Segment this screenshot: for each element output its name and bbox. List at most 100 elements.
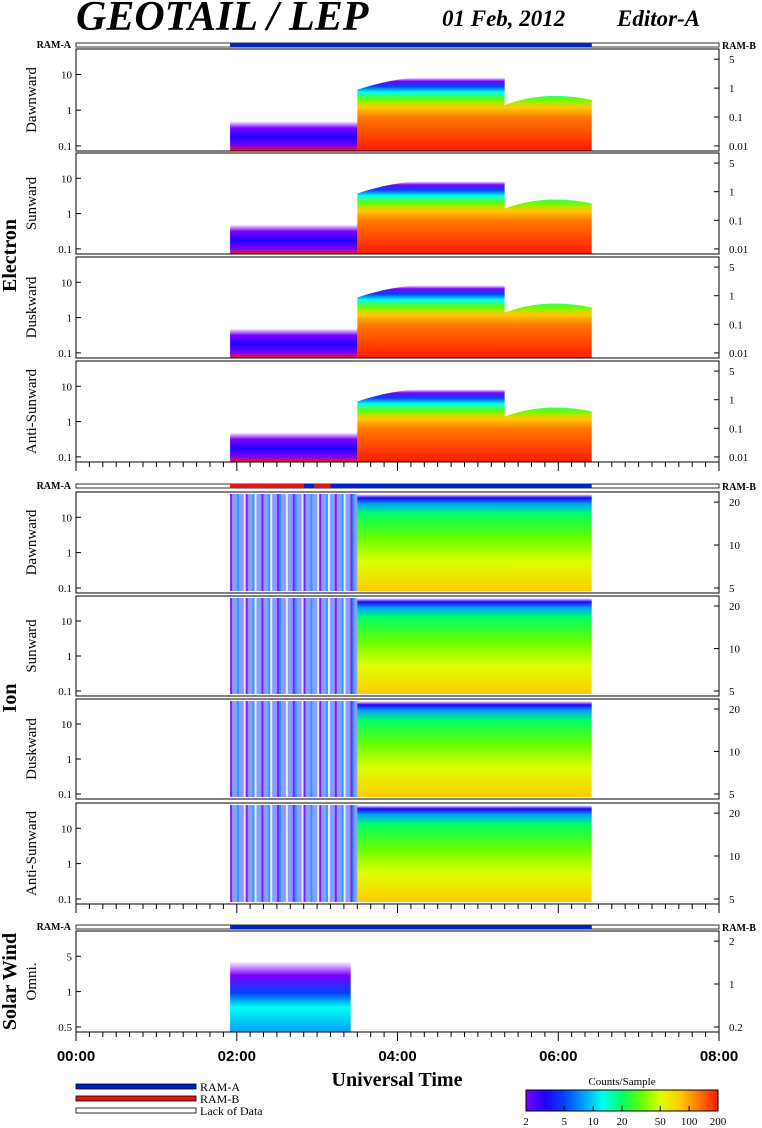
ram-segment <box>230 925 592 929</box>
colorbar-tick-label: 2 <box>523 1116 529 1128</box>
right-tick-label: 0.01 <box>729 348 748 360</box>
legend-label: RAM-A <box>200 1080 240 1094</box>
right-tick-label: 1 <box>729 291 735 303</box>
left-tick-label: 10 <box>61 719 73 731</box>
ram-segment <box>230 484 304 488</box>
spectrogram-low-activity <box>230 105 358 151</box>
colorbar-tick-label: 5 <box>561 1116 567 1128</box>
channel-label: Omni. <box>24 963 40 1001</box>
right-tick-label: 10 <box>729 644 741 656</box>
spectrogram-fill <box>357 805 592 902</box>
colorbar-tick-label: 50 <box>655 1116 667 1128</box>
panel-ion-anti-sunward: 10 1 0.1 20 10 5 Anti-Sunward <box>24 802 741 906</box>
left-tick-label: 10 <box>61 173 73 185</box>
right-tick-label: 5 <box>729 894 735 906</box>
spectrogram-fill <box>357 701 592 797</box>
left-tick-label: 0.1 <box>58 244 72 256</box>
right-tick-label: 20 <box>729 808 741 820</box>
left-tick-label: 0.1 <box>58 894 72 906</box>
left-tick-label: 0.1 <box>58 789 72 801</box>
ram-segment <box>314 484 331 488</box>
right-tick-label: 5 <box>729 789 735 801</box>
channel-label: Duskward <box>24 276 40 338</box>
right-tick-label: 0.01 <box>729 452 748 464</box>
right-tick-label: 0.1 <box>729 112 743 124</box>
right-tick-label: 5 <box>729 583 735 595</box>
spectrogram-fill <box>230 961 351 1032</box>
left-tick-label: 1 <box>67 209 73 221</box>
spectrogram-low-activity <box>230 416 358 463</box>
right-tick-label: 20 <box>729 704 741 716</box>
spectrogram-fill <box>357 285 592 358</box>
right-tick-label: 1 <box>729 979 735 991</box>
panel-frame <box>75 491 720 594</box>
left-tick-label: 10 <box>61 512 73 524</box>
right-tick-label: 20 <box>729 601 741 613</box>
right-tick-label: 5 <box>729 158 735 170</box>
left-tick-label: 1 <box>67 105 73 117</box>
panel-electron-dawnward: RAM-A RAM-B 10 1 0.1 5 1 0.1 0.01 Dawnward <box>24 40 756 153</box>
right-tick-label: 0.01 <box>729 141 748 153</box>
left-tick-label: 0.1 <box>58 583 72 595</box>
panel-electron-anti-sunward: 10 1 0.1 5 1 0.1 0.01 Anti-Sunward <box>24 360 748 464</box>
left-tick-label: 1 <box>67 417 73 429</box>
panel-electron-sunward: 10 1 0.1 5 1 0.1 0.01 Sunward <box>24 152 748 256</box>
ram-label-right: RAM-B <box>722 923 756 934</box>
panel-frame <box>75 698 720 800</box>
spectrogram-fill <box>357 181 592 254</box>
left-tick-label: 1 <box>67 987 73 999</box>
spectrogram-fill <box>357 389 592 462</box>
channel-label: Anti-Sunward <box>24 811 40 896</box>
left-tick-label: 10 <box>61 616 73 628</box>
spectrogram-fill <box>357 598 592 694</box>
ram-segment <box>230 43 592 47</box>
ram-label-right: RAM-B <box>722 41 756 52</box>
right-tick-label: 20 <box>729 497 741 509</box>
left-tick-label: 10 <box>61 277 73 289</box>
ram-label-right: RAM-B <box>722 482 756 493</box>
spectrogram-low-activity <box>230 208 358 255</box>
ram-label-left: RAM-A <box>37 40 72 51</box>
right-tick-label: 10 <box>729 851 741 863</box>
panel-ion-duskward: 10 1 0.1 20 10 5 Duskward <box>24 698 741 801</box>
figure-title: GEOTAIL / LEP <box>76 0 369 40</box>
ram-label-left: RAM-A <box>37 481 72 492</box>
panel-frame <box>75 595 720 697</box>
channel-label: Dawnward <box>24 509 40 575</box>
right-tick-label: 5 <box>729 366 735 378</box>
legend-swatch-lack-of-data <box>75 1107 197 1114</box>
right-tick-label: 5 <box>729 686 735 698</box>
right-tick-label: 0.2 <box>729 1022 743 1034</box>
colorbar-tick-label: 200 <box>710 1116 727 1128</box>
figure-date: 01 Feb, 2012 <box>442 6 565 31</box>
ram-segment <box>303 484 315 488</box>
figure-editor: Editor-A <box>616 6 700 31</box>
time-tick-label: 00:00 <box>57 1048 95 1065</box>
right-tick-label: 10 <box>729 540 741 552</box>
channel-label: Anti-Sunward <box>24 369 40 454</box>
time-tick-label: 02:00 <box>218 1048 256 1065</box>
panel-frame <box>75 152 720 255</box>
right-tick-label: 1 <box>729 395 735 407</box>
right-tick-label: 0.1 <box>729 423 743 435</box>
colorbar-tick-label: 10 <box>588 1116 600 1128</box>
ram-segment <box>330 484 592 488</box>
channel-label: Sunward <box>24 619 40 673</box>
left-tick-label: 10 <box>61 381 73 393</box>
panel-frame <box>75 930 720 1033</box>
right-tick-label: 2 <box>729 936 735 948</box>
colorbar-tick-label: 20 <box>617 1116 629 1128</box>
colorbar-title: Counts/Sample <box>588 1076 655 1088</box>
left-tick-label: 0.1 <box>58 348 72 360</box>
left-tick-label: 1 <box>67 548 73 560</box>
panel-ion-sunward: 10 1 0.1 20 10 5 Sunward <box>24 595 741 698</box>
legend-label: RAM-B <box>200 1092 239 1106</box>
right-tick-label: 5 <box>729 54 735 66</box>
time-tick-label: 04:00 <box>378 1048 416 1065</box>
left-tick-label: 0.1 <box>58 452 72 464</box>
channel-label: Duskward <box>24 718 40 780</box>
panel-ion-dawnward: RAM-A RAM-B 10 1 0.1 20 10 5 Dawnward <box>24 481 756 595</box>
left-tick-label: 1 <box>67 754 73 766</box>
spectrogram-fill <box>357 77 592 151</box>
spectrogram-low-activity <box>230 312 358 359</box>
